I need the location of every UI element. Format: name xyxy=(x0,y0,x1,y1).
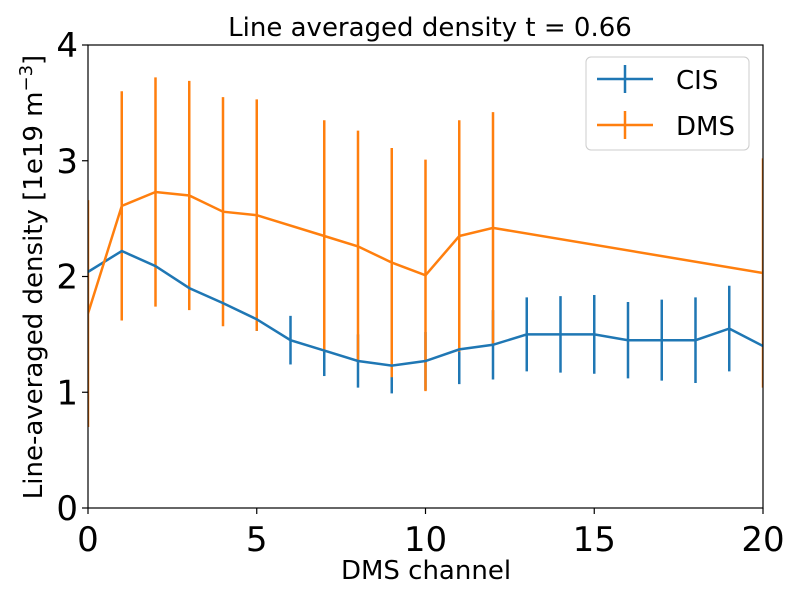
x-tick-label-10: 10 xyxy=(404,520,447,560)
x-tick-label-15: 15 xyxy=(573,520,616,560)
x-tick-label-0: 0 xyxy=(77,520,99,560)
y-axis-label-superscript: −3 xyxy=(16,65,37,92)
y-axis: 0 1 2 3 4 xyxy=(56,26,88,529)
y-axis-label-main: Line-averaged density [1e19 m xyxy=(19,91,49,499)
legend-label-dms: DMS xyxy=(676,112,735,142)
y-tick-label-0: 0 xyxy=(56,489,78,529)
x-tick-label-5: 5 xyxy=(246,520,268,560)
y-tick-label-2: 2 xyxy=(56,258,78,298)
x-axis-label: DMS channel xyxy=(341,556,511,586)
y-axis-label: Line-averaged density [1e19 m−3] xyxy=(16,55,49,499)
chart-title: Line averaged density t = 0.66 xyxy=(228,13,632,43)
series-line-cis xyxy=(88,249,763,367)
legend-label-cis: CIS xyxy=(676,66,718,96)
series-line-dms xyxy=(88,190,763,314)
y-tick-label-3: 3 xyxy=(56,142,78,182)
x-axis: 0 5 10 15 20 xyxy=(77,508,785,560)
y-tick-label-4: 4 xyxy=(56,26,78,66)
plot-area xyxy=(88,77,763,427)
y-axis-label-suffix: ] xyxy=(19,55,49,65)
y-tick-label-1: 1 xyxy=(56,373,78,413)
legend: CIS DMS xyxy=(585,56,750,151)
x-tick-label-20: 20 xyxy=(741,520,784,560)
